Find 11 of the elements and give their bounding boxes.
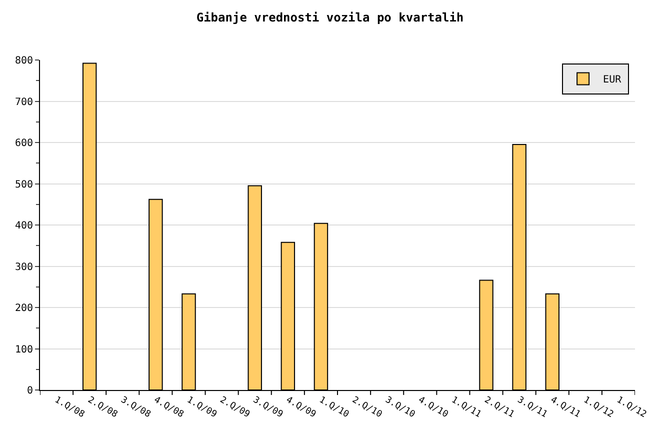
y-tick-label: 100 [14, 344, 33, 356]
y-tick-label: 800 [14, 56, 33, 66]
chart-title: Gibanje vrednosti vozila po kvartalih [196, 10, 464, 25]
y-tick-label: 0 [26, 386, 33, 396]
y-tick-label: 700 [14, 96, 33, 108]
y-tick-label: 600 [14, 138, 33, 149]
y-tick-label: 400 [14, 220, 33, 232]
y-tick-label: 300 [14, 262, 33, 273]
y-tick-label: 500 [14, 179, 33, 190]
legend-label: EUR [603, 74, 622, 86]
y-tick-label: 200 [14, 303, 33, 314]
